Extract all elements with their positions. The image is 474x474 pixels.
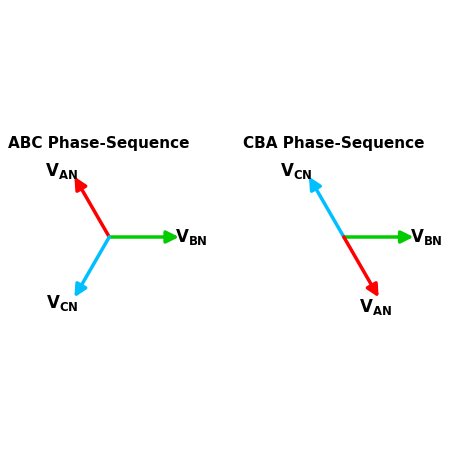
Text: $\mathbf{V_{CN}}$: $\mathbf{V_{CN}}$ [280, 161, 313, 181]
Text: $\mathbf{V_{BN}}$: $\mathbf{V_{BN}}$ [175, 227, 208, 247]
Text: $\mathbf{V_{BN}}$: $\mathbf{V_{BN}}$ [410, 227, 442, 247]
Text: $\mathbf{V_{AN}}$: $\mathbf{V_{AN}}$ [46, 161, 78, 181]
Text: ABC Phase-Sequence: ABC Phase-Sequence [8, 136, 190, 151]
Text: $\mathbf{V_{AN}}$: $\mathbf{V_{AN}}$ [359, 297, 392, 317]
Text: CBA Phase-Sequence: CBA Phase-Sequence [243, 136, 424, 151]
Text: $\mathbf{V_{CN}}$: $\mathbf{V_{CN}}$ [46, 293, 78, 313]
